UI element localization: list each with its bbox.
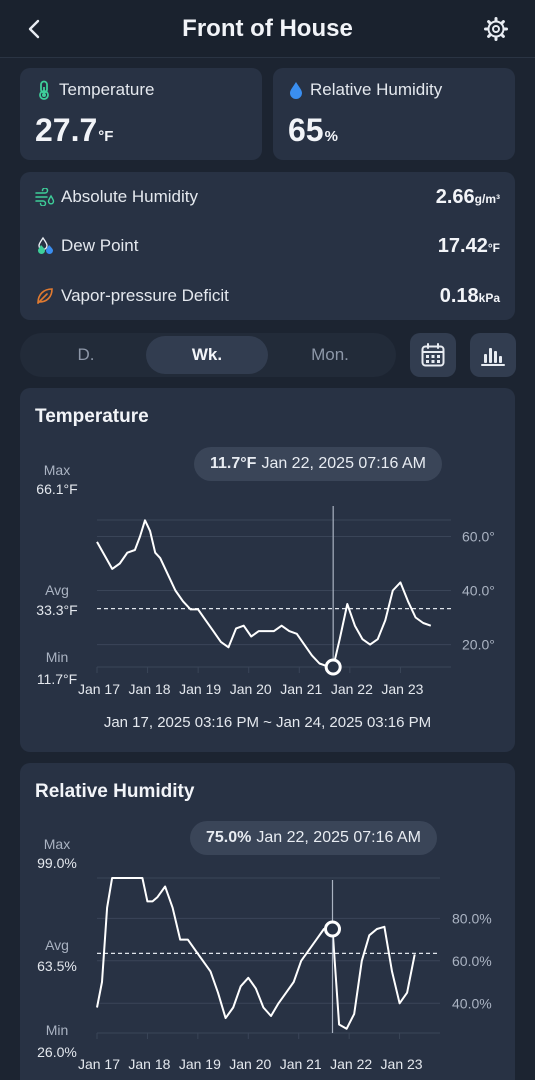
tab-day[interactable]: D. — [77, 345, 95, 364]
temperature-value-row: 27.7°F — [35, 112, 113, 149]
calendar-button[interactable] — [410, 333, 456, 377]
humidity-x-tick-label: Jan 19 — [179, 1056, 221, 1072]
temperature-min-label: Min — [46, 649, 69, 665]
vpd-row[interactable]: Vapor-pressure Deficit 0.18kPa — [35, 281, 500, 311]
humidity-max-label: Max — [44, 836, 70, 852]
humidity-tooltip: 75.0% Jan 22, 2025 07:16 AM — [190, 821, 437, 855]
humidity-x-tick-label: Jan 18 — [128, 1056, 170, 1072]
temperature-card[interactable]: Temperature 27.7°F — [20, 68, 262, 160]
temperature-x-tick-label: Jan 21 — [280, 681, 322, 697]
humidity-value: 65 — [288, 112, 324, 148]
humidity-chart[interactable]: Max 99.0% Avg 63.5% Min 26.0% 80.0% 60.0%… — [20, 763, 515, 1080]
temperature-max-label: Max — [44, 462, 70, 478]
temperature-tooltip-value: 11.7°F — [210, 455, 257, 472]
temperature-chart-card: Temperature 11.7°F Jan 22, 2025 07:16 AM… — [20, 388, 515, 752]
absolute-humidity-value: 2.66 — [435, 185, 475, 208]
humidity-label: Relative Humidity — [310, 80, 443, 99]
humidity-x-tick-label: Jan 22 — [330, 1056, 372, 1072]
temperature-y-tick-label: 20.0° — [462, 637, 495, 653]
dew-point-value-row: 17.42°F — [438, 235, 500, 258]
temperature-date-range: Jan 17, 2025 03:16 PM ~ Jan 24, 2025 03:… — [103, 714, 432, 731]
temperature-avg-label: Avg — [45, 582, 69, 598]
temperature-label-row: Temperature — [35, 80, 154, 100]
humidity-min-value: 26.0% — [37, 1044, 77, 1060]
humidity-y-tick-label: 60.0% — [452, 953, 492, 969]
humidity-value-row: 65% — [288, 112, 338, 149]
temperature-x-tick-label: Jan 18 — [129, 681, 171, 697]
temperature-tooltip: 11.7°F Jan 22, 2025 07:16 AM — [194, 447, 443, 481]
dew-point-label-row: Dew Point — [35, 236, 138, 256]
absolute-humidity-label-row: Absolute Humidity — [35, 187, 198, 207]
tab-week[interactable]: Wk. — [146, 336, 268, 374]
humidity-chart-card: Relative Humidity 75.0% Jan 22, 2025 07:… — [20, 763, 515, 1080]
humidity-y-tick-label: 80.0% — [452, 910, 492, 926]
temperature-x-tick-label: Jan 19 — [179, 681, 221, 697]
vpd-label-row: Vapor-pressure Deficit — [35, 286, 229, 306]
temperature-unit: °F — [98, 128, 114, 145]
details-card: Absolute Humidity 2.66g/m³ Dew Point 17.… — [20, 172, 515, 320]
chevron-left-icon — [28, 19, 40, 39]
page-title: Front of House — [182, 15, 353, 42]
absolute-humidity-label: Absolute Humidity — [61, 187, 199, 206]
time-range-selector: D. Wk. Mon. — [20, 333, 396, 377]
chart-view-button[interactable] — [470, 333, 516, 377]
calendar-icon — [421, 343, 445, 367]
humidity-avg-label: Avg — [45, 937, 69, 953]
humidity-x-tick-label: Jan 21 — [280, 1056, 322, 1072]
temperature-max-value: 66.1°F — [36, 481, 77, 497]
temperature-x-tick-label: Jan 17 — [78, 681, 120, 697]
humidity-card[interactable]: Relative Humidity 65% — [273, 68, 515, 160]
temperature-y-tick-label: 60.0° — [462, 528, 495, 544]
absolute-humidity-value-row: 2.66g/m³ — [436, 186, 500, 209]
temperature-tooltip-time: Jan 22, 2025 07:16 AM — [261, 455, 427, 472]
settings-button[interactable] — [483, 16, 509, 42]
leaf-icon — [37, 288, 53, 304]
humidity-unit: % — [324, 128, 338, 145]
water-drop-icon — [290, 82, 302, 99]
top-bar: Front of House — [0, 0, 535, 58]
humidity-x-tick-label: Jan 17 — [78, 1056, 120, 1072]
temperature-avg-value: 33.3°F — [36, 602, 77, 618]
dew-point-value: 17.42 — [437, 234, 488, 257]
vpd-label: Vapor-pressure Deficit — [61, 286, 229, 305]
humidity-min-label: Min — [46, 1022, 69, 1038]
temperature-chart-title: Temperature — [35, 406, 149, 427]
absolute-humidity-row[interactable]: Absolute Humidity 2.66g/m³ — [35, 182, 500, 212]
humidity-x-tick-label: Jan 23 — [381, 1056, 423, 1072]
vpd-unit: kPa — [478, 290, 500, 305]
humidity-avg-value: 63.5% — [37, 958, 77, 974]
humidity-cursor-marker — [324, 920, 342, 938]
humidity-series-line — [96, 877, 416, 1030]
dew-point-label: Dew Point — [61, 236, 139, 255]
temperature-cursor-marker — [324, 658, 342, 676]
temperature-chart[interactable]: Max 66.1°F Avg 33.3°F Min 11.7°F 60.0° 40… — [20, 388, 515, 752]
tab-month[interactable]: Mon. — [311, 345, 349, 364]
thermometer-icon — [39, 80, 49, 100]
humidity-max-value: 99.0% — [37, 855, 77, 871]
temperature-label: Temperature — [59, 80, 155, 99]
temperature-x-tick-label: Jan 22 — [331, 681, 373, 697]
humidity-y-tick-label: 40.0% — [452, 995, 492, 1011]
humidity-tooltip-value: 75.0% — [206, 829, 252, 846]
gear-icon — [484, 17, 508, 41]
dew-point-row[interactable]: Dew Point 17.42°F — [35, 231, 500, 261]
humidity-label-row: Relative Humidity — [288, 80, 442, 100]
temperature-series-line — [96, 519, 432, 668]
temperature-x-tick-label: Jan 20 — [230, 681, 272, 697]
back-button[interactable] — [22, 16, 48, 42]
absolute-humidity-unit: g/m³ — [474, 191, 500, 206]
humidity-x-tick-label: Jan 20 — [229, 1056, 271, 1072]
bar-chart-icon — [481, 348, 505, 366]
humidity-tooltip-time: Jan 22, 2025 07:16 AM — [256, 829, 421, 846]
dew-drops-icon — [38, 236, 53, 254]
wind-drops-icon — [35, 188, 55, 206]
temperature-y-tick-label: 40.0° — [462, 583, 495, 599]
humidity-chart-title: Relative Humidity — [35, 781, 195, 802]
temperature-min-value: 11.7°F — [37, 671, 77, 687]
vpd-value: 0.18 — [439, 284, 479, 307]
temperature-x-tick-label: Jan 23 — [381, 681, 423, 697]
vpd-value-row: 0.18kPa — [440, 285, 500, 308]
dew-point-unit: °F — [487, 240, 500, 255]
temperature-value: 27.7 — [35, 112, 98, 148]
